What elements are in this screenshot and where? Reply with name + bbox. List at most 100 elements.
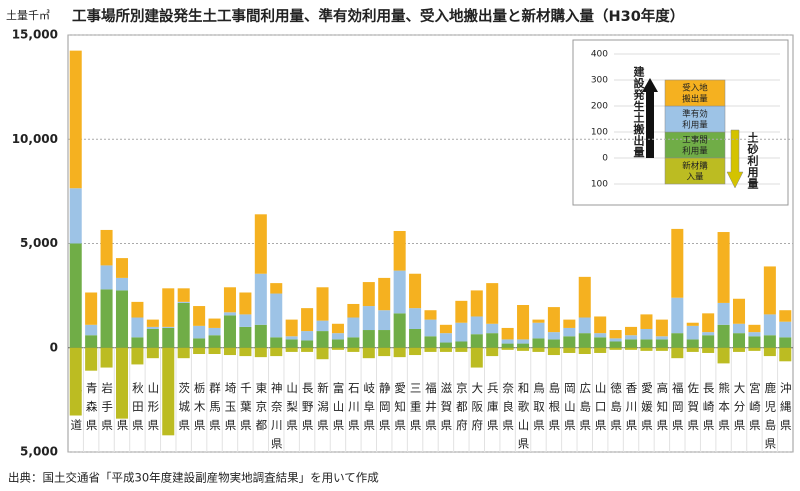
bar-segment [686,325,699,340]
bar-segment [270,337,283,348]
bar-segment [85,292,98,325]
bar-segment [301,340,314,348]
bar-segment [378,347,391,357]
bar-segment [85,335,98,348]
inset-tick-label: 0 [602,154,608,164]
bar-segment [779,310,792,322]
bar-segment [316,287,329,321]
inset-tick-label: 300 [591,76,608,86]
bar-segment [470,290,483,317]
bar-segment [100,229,113,266]
bar-segment [455,322,468,342]
bar-segment [640,328,653,340]
bar-segment [686,339,699,348]
bar-segment [439,347,452,352]
bar-segment [331,339,344,348]
bar-segment [362,306,375,331]
bar-segment [393,313,406,348]
bar-segment [748,332,761,337]
bar-segment [717,324,730,348]
y-tick-label: 0 [50,340,58,354]
bar-segment [208,327,221,336]
bar-segment [409,328,422,348]
bar-segment [779,347,792,362]
x-tick-label: 千葉県 [239,382,253,438]
bar-segment [347,337,360,348]
legend-label: 受入地搬出量 [682,82,708,104]
legend-swatch [664,157,726,185]
bar-segment [208,347,221,355]
bar-segment [609,338,622,342]
bar-segment [594,333,607,338]
bar-segment [732,347,746,352]
bar-segment [763,347,776,357]
bar-segment [655,319,668,337]
bar-segment [193,306,206,326]
bar-segment [748,324,761,333]
x-tick-label: 秋田県 [131,381,145,437]
bar-segment [609,347,622,350]
bar-segment [517,339,530,344]
bar-segment [517,347,530,351]
bar-segment [270,293,283,338]
bar-segment [162,347,175,436]
x-tick-label: 奈良県 [501,381,515,437]
bar-segment [763,266,776,315]
x-tick-label: 栃木県 [193,381,207,437]
bar-segment [331,323,344,334]
bar-segment [100,289,113,348]
bar-segment [501,343,514,348]
bar-segment [177,288,190,302]
bar-segment [285,336,298,340]
bar-segment [162,288,175,327]
bar-segment [702,332,715,336]
source-note: 出典：国土交通省「平成30年度建設副産物実地調査結果」を用いて作成 [8,471,379,485]
bar-segment [455,300,468,323]
x-tick-label: 愛媛県 [640,382,654,438]
x-tick-label: 山口県 [594,382,608,438]
bar-segment [671,347,684,359]
inset-tick-label: 100 [591,128,608,138]
x-tick-label: 島根県 [547,381,561,437]
bar-segment [547,307,560,333]
bar-segment [439,342,452,348]
bar-segment [625,347,638,350]
bar-segment [563,327,576,337]
bar-segment [439,324,452,334]
down-arrow [726,129,744,189]
bar-segment [85,324,98,336]
bar-segment [578,276,591,318]
inset-tick-label: 200 [591,102,608,112]
bar-segment [254,347,267,358]
x-tick-label: 茨城県 [177,381,191,437]
x-tick-label: 福岡県 [671,381,685,437]
bar-segment [85,347,98,371]
x-tick-label: 青森県 [85,382,99,438]
bar-segment [285,347,298,352]
bar-segment [131,301,144,318]
bar-segment [331,333,344,340]
bar-segment [671,333,684,348]
y-axis-label: 土量千㎥ [6,9,50,22]
legend-swatch [664,79,726,107]
bar-segment [671,228,684,298]
bar-segment [162,326,175,328]
legend-label: 準有効利用量 [682,108,708,130]
bar-segment [285,319,298,337]
bar-segment [748,336,761,348]
bar-segment [501,339,514,344]
bar-segment [301,308,314,332]
bar-segment [486,347,499,357]
bar-segment [640,314,653,329]
x-tick-label: 鳥取県 [532,381,546,437]
bar-segment [347,317,360,338]
bar-segment [594,316,607,334]
bar-segment [702,335,715,348]
y-tick-label: 15,000 [12,28,58,42]
bar-segment [362,347,375,359]
x-tick-label: 岡山県 [563,382,577,438]
bar-segment [486,283,499,324]
x-tick-label: 京都府 [455,381,469,437]
bar-segment [193,347,206,355]
bar-segment [532,347,545,352]
